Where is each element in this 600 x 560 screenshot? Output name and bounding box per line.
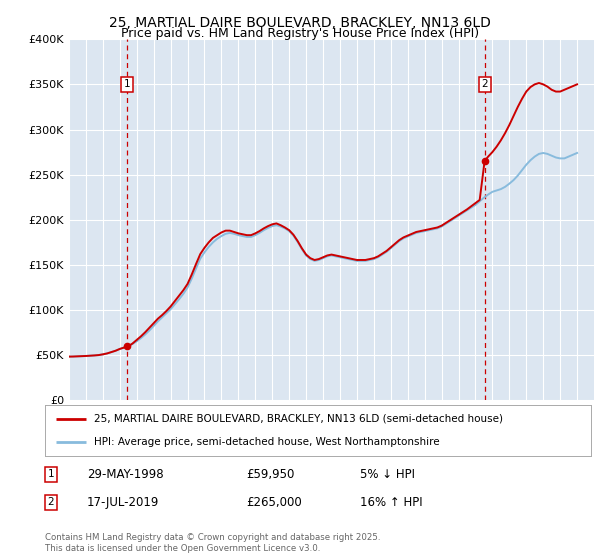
Text: 1: 1 (124, 80, 130, 90)
Text: 2: 2 (481, 80, 488, 90)
Text: HPI: Average price, semi-detached house, West Northamptonshire: HPI: Average price, semi-detached house,… (94, 437, 440, 447)
Text: 29-MAY-1998: 29-MAY-1998 (87, 468, 164, 481)
Text: 2: 2 (47, 497, 55, 507)
Text: 25, MARTIAL DAIRE BOULEVARD, BRACKLEY, NN13 6LD (semi-detached house): 25, MARTIAL DAIRE BOULEVARD, BRACKLEY, N… (94, 414, 503, 424)
Text: Price paid vs. HM Land Registry's House Price Index (HPI): Price paid vs. HM Land Registry's House … (121, 27, 479, 40)
Text: Contains HM Land Registry data © Crown copyright and database right 2025.
This d: Contains HM Land Registry data © Crown c… (45, 533, 380, 553)
Text: 25, MARTIAL DAIRE BOULEVARD, BRACKLEY, NN13 6LD: 25, MARTIAL DAIRE BOULEVARD, BRACKLEY, N… (109, 16, 491, 30)
Text: 5% ↓ HPI: 5% ↓ HPI (360, 468, 415, 481)
Text: 16% ↑ HPI: 16% ↑ HPI (360, 496, 422, 509)
Text: £265,000: £265,000 (246, 496, 302, 509)
Text: £59,950: £59,950 (246, 468, 295, 481)
Text: 1: 1 (47, 469, 55, 479)
Text: 17-JUL-2019: 17-JUL-2019 (87, 496, 160, 509)
